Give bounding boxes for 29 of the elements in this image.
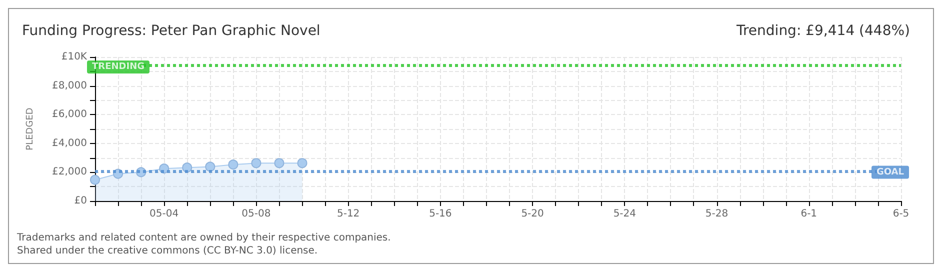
- x-tick-label: 6-1: [800, 208, 818, 220]
- chart-subtitle: Trending: £9,414 (448%): [735, 23, 910, 39]
- point: [182, 162, 192, 173]
- x-tick-label: 05-08: [242, 208, 271, 220]
- text: Trademarks and related content are owned by their respective companies.: [16, 232, 391, 244]
- y-tick-label: £2,000: [52, 166, 87, 178]
- y-axis-title: PLEDGED: [26, 108, 36, 150]
- chart-title: Funding Progress: Peter Pan Graphic Novel: [22, 23, 320, 39]
- y-tick-label: £10K: [61, 52, 88, 62]
- x-tick-label: 05-04: [150, 208, 179, 220]
- point: [274, 158, 284, 168]
- point: [228, 160, 238, 170]
- point: [205, 162, 216, 172]
- point: [297, 158, 308, 168]
- ref-line-label: GOAL: [876, 167, 904, 178]
- y-tick-label: £6,000: [52, 109, 87, 120]
- x-tick-label: 5-16: [429, 208, 452, 220]
- point: [90, 174, 100, 185]
- text: Shared under the creative commons (CC BY-NC 3.0) license.: [17, 246, 318, 256]
- y-tick-label: £8,000: [52, 80, 87, 92]
- ref-line-label: TRENDING: [92, 62, 144, 72]
- x-tick-label: 5-24: [613, 208, 636, 220]
- y-tick-label: £4,000: [52, 138, 87, 149]
- y-tick-label: £0: [74, 196, 87, 206]
- x-tick-label: 5-28: [705, 208, 728, 220]
- x-tick-label: 5-20: [521, 208, 544, 220]
- x-tick-label: 5-12: [336, 208, 360, 220]
- point: [251, 158, 262, 168]
- x-tick-label: 6-5: [892, 208, 910, 220]
